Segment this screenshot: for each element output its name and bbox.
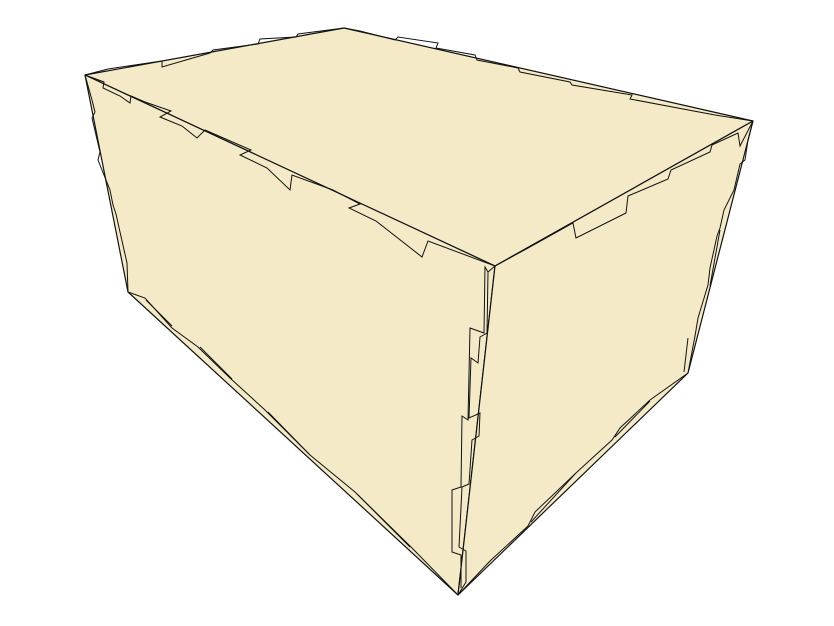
slot-mark: [709, 229, 721, 287]
slot-mark: [530, 473, 576, 523]
top-back-left-edge-joints: [84, 27, 345, 76]
bottom-side-edge-joints: [457, 372, 689, 596]
front-top-edge-joints: [84, 74, 496, 267]
front-corner-edge-joints: [457, 265, 496, 596]
left-vertical-edge-joints: [84, 74, 129, 293]
slot-mark: [267, 411, 310, 455]
slot-mark: [356, 493, 411, 548]
slot-mark: [614, 400, 651, 438]
top-back-right-edge-joints: [343, 27, 754, 122]
slot-mark: [683, 337, 689, 373]
side-top-edge-joints: [494, 120, 754, 267]
slot-mark: [199, 346, 233, 380]
right-vertical-edge-joints: [687, 120, 754, 374]
front-corner-inner-edge: [451, 265, 489, 588]
slot-mark: [145, 299, 173, 327]
